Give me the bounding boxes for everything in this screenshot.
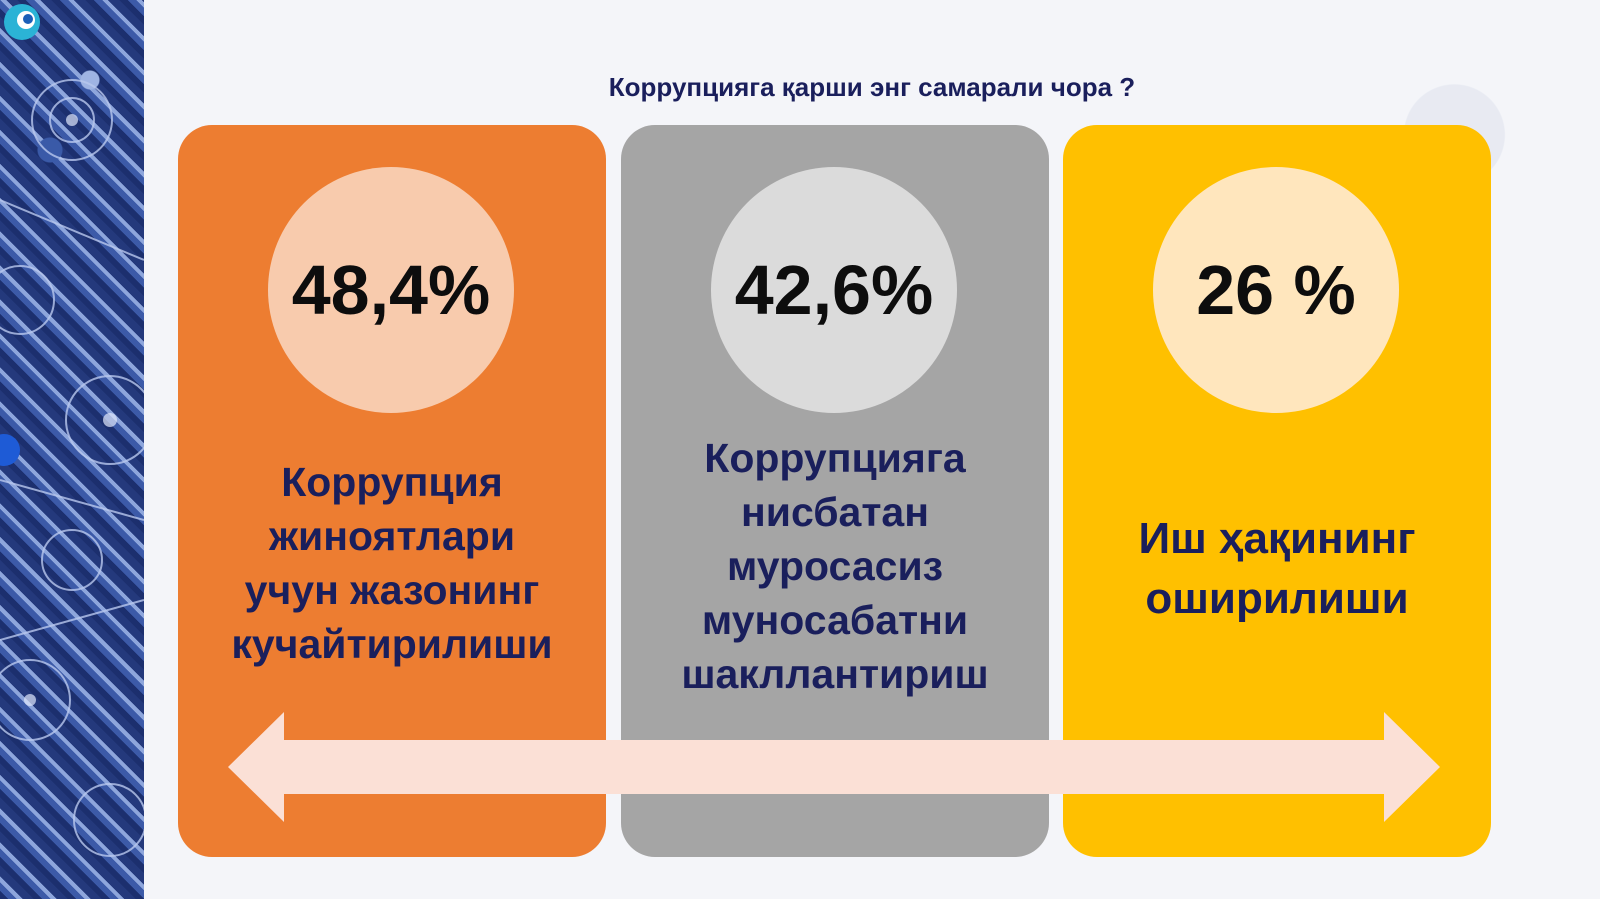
card-label: Коррупцияга нисбатан муросасиз муносабат… [631, 431, 1039, 701]
percent-value: 42,6% [734, 251, 934, 329]
percent-value: 48,4% [291, 251, 491, 329]
card-label-line: оширилиши [1145, 574, 1409, 623]
percent-value: 26 % [1196, 251, 1356, 329]
card-label-line: Коррупцияга [704, 435, 966, 481]
slide-title: Коррупцияга қарши энг самарали чора ? [608, 72, 1136, 102]
card-label-line: кучайтирилиши [231, 621, 553, 667]
card-label-line: Коррупция [281, 459, 503, 505]
double-arrow-icon [228, 712, 1440, 822]
card-label-line: муросасиз [726, 543, 944, 589]
card-label-line: жиноятлари [268, 513, 516, 559]
card-label-line: Иш ҳақининг [1138, 514, 1416, 563]
card-punishment: 48,4% Коррупция жиноятлари учун жазонинг… [178, 125, 606, 857]
side-ornament-panel [0, 0, 144, 899]
arrow-shape [228, 712, 1440, 822]
card-label: Коррупция жиноятлари учун жазонинг кучай… [188, 455, 596, 671]
card-label-line: учун жазонинг [244, 567, 540, 613]
card-label: Иш ҳақининг оширилиши [1073, 509, 1481, 629]
card-intolerance: 42,6% Коррупцияга нисбатан муросасиз мун… [621, 125, 1049, 857]
card-label-line: муносабатни [701, 597, 969, 643]
ornament-pattern [0, 79, 144, 857]
card-label-line: нисбатан [740, 489, 929, 535]
percent-circle: 42,6% [711, 167, 957, 413]
card-label-line: шакллантириш [681, 651, 989, 697]
card-salary: 26 % Иш ҳақининг оширилиши [1063, 125, 1491, 857]
percent-circle: 48,4% [268, 167, 514, 413]
percent-circle: 26 % [1153, 167, 1399, 413]
logo-icon [4, 4, 40, 40]
